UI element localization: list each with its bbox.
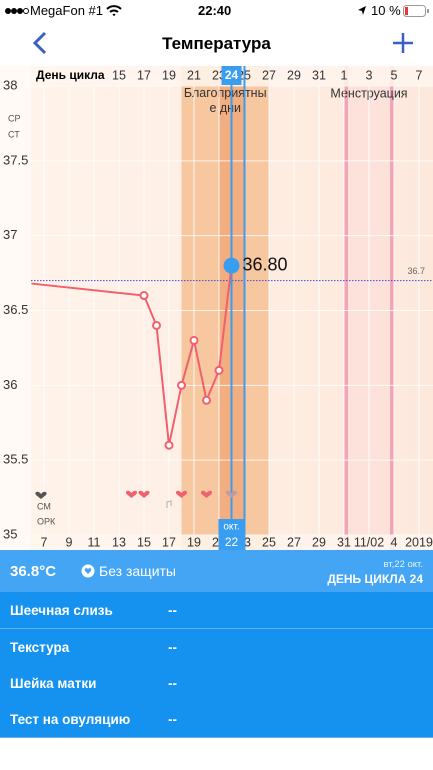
cycle-tick-label: 15 — [112, 68, 126, 82]
detail-row[interactable]: Текстура -- — [0, 629, 433, 666]
selected-point — [223, 257, 240, 274]
temperature-point — [164, 440, 174, 450]
y-tick-label: 38 — [3, 77, 17, 92]
x-tick-label: 27 — [287, 535, 301, 549]
cycle-tick-label: 7 — [416, 68, 423, 82]
summary-temperature: 36.8°C — [10, 563, 57, 580]
row-value: -- — [168, 603, 177, 618]
x-tick-label: 19 — [187, 535, 201, 549]
nav-title: Температура — [162, 34, 271, 53]
cursor-cycle-day: 24 — [225, 68, 239, 82]
x-tick-label: 15 — [137, 535, 151, 549]
x-tick-label: 7 — [41, 535, 48, 549]
summary-protection: Без защиты — [99, 563, 176, 579]
status-bar: MegaFon #1 22:40 10 % — [0, 0, 433, 22]
menstruation-stripe — [344, 66, 348, 550]
y-tick-label: 35.5 — [3, 452, 28, 467]
location-icon — [358, 6, 366, 15]
heart-marker — [125, 490, 138, 498]
cycle-tick-label: 19 — [162, 68, 176, 82]
x-tick-label: 9 — [66, 535, 73, 549]
nav-bar: Температура — [0, 22, 433, 66]
add-button[interactable] — [392, 32, 414, 54]
cycle-tick-label: 17 — [137, 68, 151, 82]
cycle-tick-label: 27 — [262, 68, 276, 82]
temperature-point — [214, 365, 224, 375]
row-label: Тест на овуляцию — [10, 712, 131, 727]
cursor-badge — [221, 66, 242, 85]
x-tick-label: 25 — [262, 535, 276, 549]
row-label: Шейка матки — [10, 676, 97, 691]
row-label: Шеечная слизь — [10, 603, 113, 618]
protection-icon — [81, 564, 95, 578]
coverline-label: 36.7 — [407, 266, 425, 276]
summary-date: вт,22 окт. — [383, 559, 423, 570]
cycle-axis-label: День цикла — [36, 68, 105, 82]
temperature-point — [139, 291, 149, 301]
x-tick-label: 11/02 — [354, 535, 384, 549]
menstruation-stripe — [390, 66, 394, 550]
temperature-point — [189, 335, 199, 345]
x-tick-label: 11 — [88, 535, 101, 549]
temperature-point — [152, 320, 161, 330]
y-tick-label: 36 — [3, 377, 17, 392]
cycle-tick-label: 31 — [312, 68, 326, 82]
temperature-point — [177, 380, 186, 390]
detail-row[interactable]: Шеечная слизь -- — [0, 592, 433, 629]
fertile-label: Благоприятные дни — [183, 86, 267, 115]
x-tick-label: 31 — [337, 535, 351, 549]
heart-marker — [200, 490, 213, 498]
y-tick-label: 37.5 — [3, 152, 28, 167]
row-label: Текстура — [10, 640, 70, 655]
temperature-point — [202, 395, 211, 405]
x-tick-label: 4 — [391, 535, 398, 549]
fertile-label-box: Благоприятные дни — [183, 86, 267, 115]
detail-row[interactable]: Шейка матки -- — [0, 665, 433, 702]
row-value: -- — [168, 676, 177, 691]
side-label: СМ — [37, 501, 51, 511]
x-tick-label: 17 — [162, 535, 176, 549]
back-button[interactable] — [30, 31, 50, 55]
y-tick-label: 35 — [3, 526, 17, 541]
note-marker — [166, 500, 172, 508]
x-tick-label: 13 — [112, 535, 126, 549]
heart-marker — [175, 490, 188, 498]
cursor-badge — [218, 519, 245, 550]
cursor-day: 22 — [225, 535, 239, 549]
x-tick-label: 29 — [312, 535, 326, 549]
cycle-tick-label: 21 — [187, 68, 201, 82]
summary-cycle-day: ДЕНЬ ЦИКЛА 24 — [327, 572, 423, 586]
side-label: СР — [8, 113, 21, 123]
cycle-tick-label: 1 — [341, 68, 348, 82]
battery-icon — [403, 5, 429, 17]
day-summary: 36.8°C Без защиты вт,22 окт. ДЕНЬ ЦИКЛА … — [0, 550, 433, 592]
wifi-icon — [106, 5, 122, 16]
signal-icon — [5, 8, 29, 14]
battery-text: 10 % — [371, 3, 401, 18]
row-value: -- — [168, 640, 177, 655]
heart-legend-icon — [35, 491, 47, 499]
side-label: ОРК — [37, 516, 56, 526]
clock: 22:40 — [198, 3, 232, 18]
cycle-tick-label: 29 — [287, 68, 301, 82]
y-tick-label: 36.5 — [3, 302, 28, 317]
axis-column — [0, 66, 31, 550]
side-label: СТ — [8, 129, 20, 139]
detail-row[interactable]: Тест на овуляцию -- — [0, 701, 433, 738]
x-tick-label: 2019 — [405, 535, 433, 549]
cursor-month: окт. — [223, 522, 239, 533]
y-tick-label: 37 — [3, 227, 17, 242]
carrier: MegaFon #1 — [30, 3, 103, 18]
cycle-tick-label: 3 — [366, 68, 373, 82]
selected-value-label: 36.80 — [243, 254, 288, 274]
heart-marker — [225, 490, 238, 498]
cycle-tick-label: 5 — [391, 68, 398, 82]
row-value: -- — [168, 712, 177, 727]
heart-marker — [138, 490, 150, 498]
